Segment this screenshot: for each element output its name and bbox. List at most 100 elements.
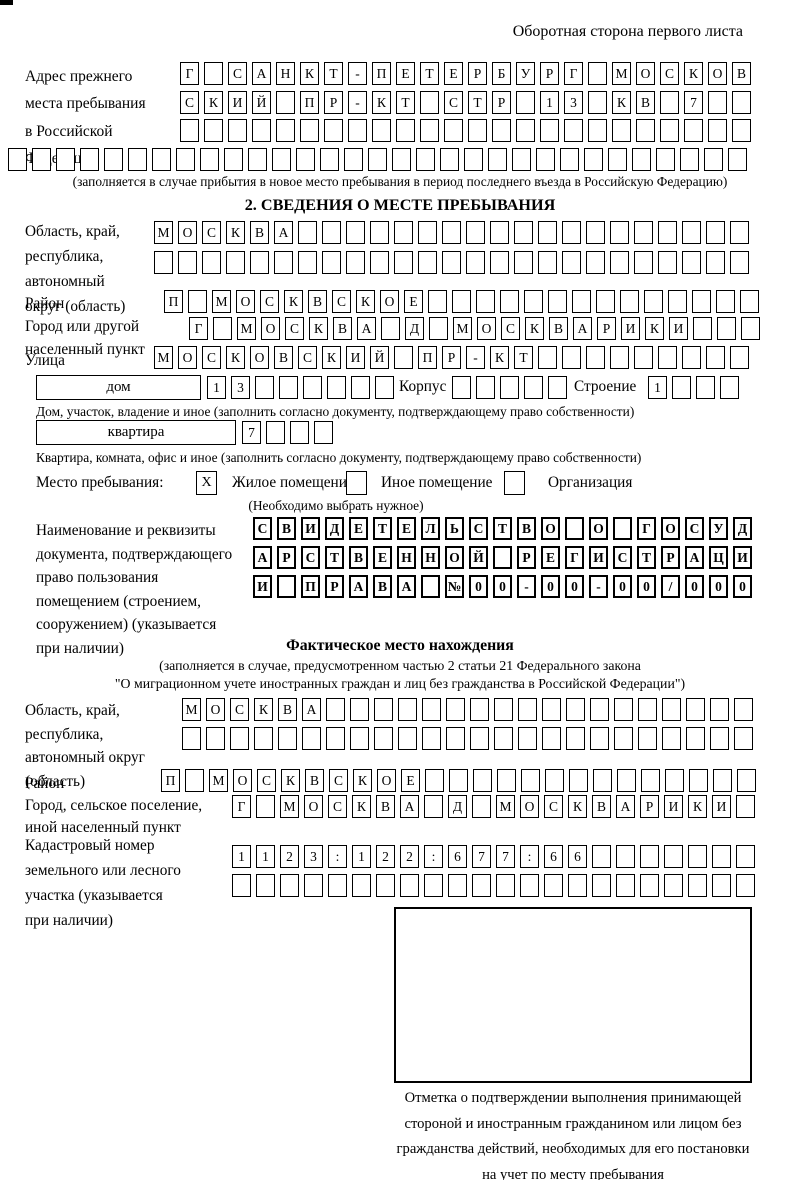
char-cell[interactable] — [665, 769, 684, 792]
char-cell[interactable]: К — [226, 221, 245, 244]
char-cell[interactable]: Н — [276, 62, 295, 85]
char-cell[interactable] — [421, 575, 440, 598]
char-cell[interactable] — [644, 290, 663, 313]
char-cell[interactable] — [730, 251, 749, 274]
char-cell[interactable] — [446, 727, 465, 750]
char-cell[interactable]: Р — [597, 317, 616, 340]
char-cell[interactable]: О — [250, 346, 269, 369]
char-cell[interactable] — [586, 221, 605, 244]
char-cell[interactable]: С — [202, 221, 221, 244]
char-cell[interactable] — [736, 874, 755, 897]
char-cell[interactable]: К — [204, 91, 223, 114]
char-cell[interactable]: У — [516, 62, 535, 85]
char-cell[interactable] — [672, 376, 691, 399]
char-cell[interactable]: М — [280, 795, 299, 818]
char-cell[interactable]: 2 — [376, 845, 395, 868]
char-cell[interactable]: С — [544, 795, 563, 818]
char-cell[interactable]: С — [332, 290, 351, 313]
char-cell[interactable]: И — [589, 546, 608, 569]
char-cell[interactable] — [326, 727, 345, 750]
char-cell[interactable]: С — [230, 698, 249, 721]
char-cell[interactable] — [470, 727, 489, 750]
char-cell[interactable]: О — [236, 290, 255, 313]
char-cell[interactable] — [428, 290, 447, 313]
char-cell[interactable]: И — [621, 317, 640, 340]
char-cell[interactable]: В — [277, 517, 296, 540]
char-cell[interactable] — [592, 874, 611, 897]
char-cell[interactable]: О — [520, 795, 539, 818]
char-cell[interactable] — [736, 845, 755, 868]
char-cell[interactable] — [56, 148, 75, 171]
char-cell[interactable] — [277, 575, 296, 598]
char-cell[interactable] — [614, 698, 633, 721]
char-cell[interactable]: К — [300, 62, 319, 85]
char-cell[interactable] — [641, 769, 660, 792]
char-cell[interactable]: С — [285, 317, 304, 340]
char-cell[interactable]: 6 — [568, 845, 587, 868]
char-cell[interactable]: Е — [396, 62, 415, 85]
residence-type-checkbox-zhiloe[interactable]: X — [196, 471, 217, 495]
char-cell[interactable]: Т — [493, 517, 512, 540]
char-cell[interactable]: Р — [277, 546, 296, 569]
char-cell[interactable] — [636, 119, 655, 142]
char-cell[interactable]: Р — [661, 546, 680, 569]
char-cell[interactable] — [472, 874, 491, 897]
char-cell[interactable]: О — [661, 517, 680, 540]
char-cell[interactable]: К — [356, 290, 375, 313]
char-cell[interactable]: 7 — [242, 421, 261, 444]
char-cell[interactable] — [424, 795, 443, 818]
char-cell[interactable]: С — [501, 317, 520, 340]
char-cell[interactable]: Т — [468, 91, 487, 114]
char-cell[interactable]: В — [349, 546, 368, 569]
char-cell[interactable] — [230, 727, 249, 750]
char-cell[interactable] — [634, 251, 653, 274]
char-cell[interactable] — [8, 148, 27, 171]
char-cell[interactable]: Р — [492, 91, 511, 114]
char-cell[interactable] — [713, 769, 732, 792]
char-cell[interactable] — [588, 119, 607, 142]
char-cell[interactable]: Ь — [445, 517, 464, 540]
char-cell[interactable]: В — [308, 290, 327, 313]
char-cell[interactable]: Е — [541, 546, 560, 569]
char-cell[interactable] — [500, 376, 519, 399]
char-cell[interactable]: С — [329, 769, 348, 792]
char-cell[interactable]: - — [589, 575, 608, 598]
char-cell[interactable]: В — [636, 91, 655, 114]
char-cell[interactable] — [374, 698, 393, 721]
char-cell[interactable] — [224, 148, 243, 171]
char-cell[interactable] — [394, 221, 413, 244]
char-cell[interactable]: С — [298, 346, 317, 369]
char-cell[interactable]: О — [708, 62, 727, 85]
char-cell[interactable]: Е — [401, 769, 420, 792]
char-cell[interactable] — [560, 148, 579, 171]
char-cell[interactable] — [398, 727, 417, 750]
char-cell[interactable] — [693, 317, 712, 340]
char-cell[interactable] — [564, 119, 583, 142]
char-cell[interactable]: Е — [444, 62, 463, 85]
char-cell[interactable] — [473, 769, 492, 792]
char-cell[interactable] — [442, 251, 461, 274]
char-cell[interactable]: А — [397, 575, 416, 598]
char-cell[interactable] — [324, 119, 343, 142]
char-cell[interactable] — [352, 874, 371, 897]
char-cell[interactable] — [638, 727, 657, 750]
char-cell[interactable]: 0 — [469, 575, 488, 598]
char-cell[interactable] — [538, 251, 557, 274]
char-cell[interactable]: И — [669, 317, 688, 340]
char-cell[interactable]: - — [348, 91, 367, 114]
char-cell[interactable] — [616, 874, 635, 897]
char-cell[interactable] — [740, 290, 759, 313]
char-cell[interactable]: Р — [517, 546, 536, 569]
char-cell[interactable] — [684, 119, 703, 142]
char-cell[interactable] — [500, 290, 519, 313]
char-cell[interactable]: А — [302, 698, 321, 721]
char-cell[interactable]: К — [226, 346, 245, 369]
char-cell[interactable]: 3 — [231, 376, 250, 399]
char-cell[interactable] — [689, 769, 708, 792]
char-cell[interactable] — [372, 119, 391, 142]
char-cell[interactable] — [717, 317, 736, 340]
char-cell[interactable]: В — [549, 317, 568, 340]
char-cell[interactable] — [298, 221, 317, 244]
char-cell[interactable] — [350, 698, 369, 721]
char-cell[interactable] — [346, 221, 365, 244]
